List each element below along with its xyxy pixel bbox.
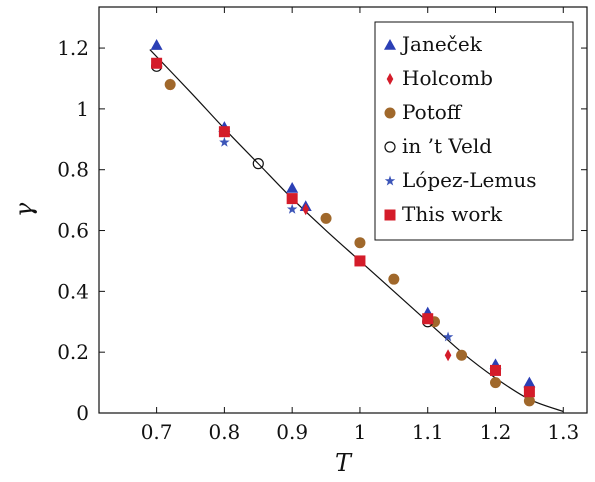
- point-circle-filled: [320, 212, 332, 224]
- legend-marker-circle-filled: [384, 107, 396, 119]
- legend-marker-circle-open: [384, 141, 396, 153]
- legend-marker-square: [384, 209, 396, 221]
- y-tick-label: 0.4: [57, 279, 89, 303]
- x-tick-label: 0.8: [208, 420, 240, 444]
- y-tick-label: 1.2: [57, 36, 89, 60]
- y-tick-label: 0.2: [57, 340, 89, 364]
- point-star: [219, 136, 230, 147]
- point-diamond: [302, 203, 310, 216]
- legend-label-janecek: Janeček: [400, 32, 483, 56]
- point-triangle: [523, 376, 536, 388]
- y-axis-label: γ: [10, 202, 38, 217]
- x-tick-label: 0.7: [141, 420, 173, 444]
- plot-frame: [98, 6, 588, 414]
- legend: Janeček Holcomb Potoff in ’t Veld López-…: [374, 21, 574, 241]
- x-tick-label: 0.9: [276, 420, 308, 444]
- point-circle-filled: [388, 273, 400, 285]
- y-tick-label: 0.6: [57, 219, 89, 243]
- y-tick-label: 0: [76, 401, 89, 425]
- point-square: [151, 57, 163, 69]
- data-points: [150, 39, 536, 407]
- point-star: [442, 331, 454, 342]
- point-triangle: [286, 181, 299, 193]
- point-circle-filled: [456, 349, 468, 361]
- legend-label-potoff: Potoff: [402, 100, 463, 124]
- legend-items: [384, 39, 396, 221]
- point-square: [523, 386, 535, 398]
- legend-label-this-work: This work: [402, 202, 503, 226]
- point-circle-filled: [490, 377, 501, 389]
- point-triangle: [150, 39, 163, 50]
- point-circle-filled: [523, 395, 535, 407]
- legend-label-holcomb: Holcomb: [402, 66, 493, 90]
- point-circle-filled: [164, 79, 176, 91]
- legend-marker-diamond: [386, 73, 394, 85]
- point-star: [286, 203, 298, 214]
- point-square: [422, 313, 434, 325]
- point-circle-open: [252, 158, 264, 170]
- legend-label-lopez-lemus: López-Lemus: [402, 168, 536, 192]
- x-tick-label: 1: [354, 420, 367, 444]
- point-square: [218, 126, 230, 138]
- x-tick-label: 1.2: [480, 420, 512, 444]
- point-square: [354, 255, 366, 267]
- point-diamond: [444, 349, 452, 362]
- legend-marker-triangle: [384, 39, 396, 50]
- legend-marker-star: [384, 175, 396, 186]
- legend-box: [374, 21, 574, 241]
- legend-label-in-t-veld: in ’t Veld: [402, 134, 492, 158]
- y-tick-label: 1: [76, 97, 89, 121]
- x-axis-label: T: [335, 449, 353, 477]
- point-square: [490, 364, 501, 376]
- point-circle-filled: [354, 237, 366, 249]
- x-tick-label: 1.3: [547, 420, 579, 444]
- y-tick-label: 0.8: [57, 158, 89, 182]
- axis-ticks: 0.7 0.8 0.9 1 1.1 1.2 1.3 0 0.2 0.4 0.6 0.8 1 1.2: [57, 7, 587, 444]
- x-tick-label: 1.1: [412, 420, 444, 444]
- point-square: [286, 193, 298, 205]
